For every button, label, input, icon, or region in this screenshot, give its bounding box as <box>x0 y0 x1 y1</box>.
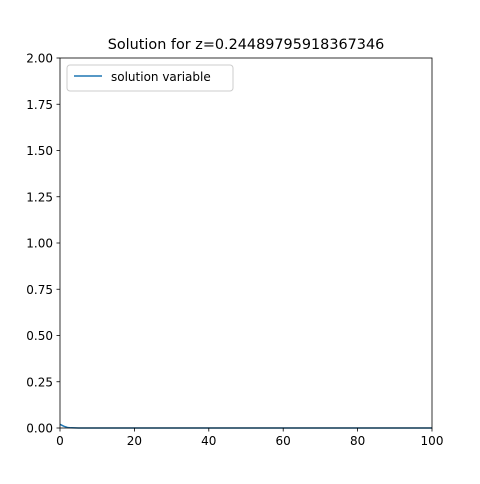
x-tick-label: 100 <box>421 434 444 448</box>
chart-title: Solution for z=0.24489795918367346 <box>108 37 385 53</box>
x-tick-label: 40 <box>201 434 216 448</box>
y-axis: 0.00 0.25 0.50 0.75 1.00 1.25 1.50 1.75 2.00 <box>26 52 60 436</box>
x-axis: 0 20 40 60 80 100 <box>56 428 443 448</box>
axes-background <box>60 58 432 428</box>
y-tick-label: 0.00 <box>26 422 53 436</box>
legend-box <box>66 64 234 92</box>
y-tick-label: 1.00 <box>26 237 53 251</box>
y-tick-label: 0.75 <box>26 283 53 297</box>
x-tick-label: 60 <box>276 434 291 448</box>
y-tick-label: 1.25 <box>26 190 53 204</box>
y-tick-label: 0.50 <box>26 329 53 343</box>
x-tick-label: 0 <box>56 434 64 448</box>
x-tick-label: 80 <box>350 434 365 448</box>
y-tick-label: 2.00 <box>26 52 53 66</box>
legend-label-solution-variable: solution variable <box>111 70 211 84</box>
x-tick-label: 20 <box>127 434 142 448</box>
y-tick-label: 1.75 <box>26 98 53 112</box>
plot-area <box>59 57 433 429</box>
legend: solution variable <box>66 64 234 92</box>
y-tick-label: 0.25 <box>26 375 53 389</box>
y-tick-label: 1.50 <box>26 144 53 158</box>
